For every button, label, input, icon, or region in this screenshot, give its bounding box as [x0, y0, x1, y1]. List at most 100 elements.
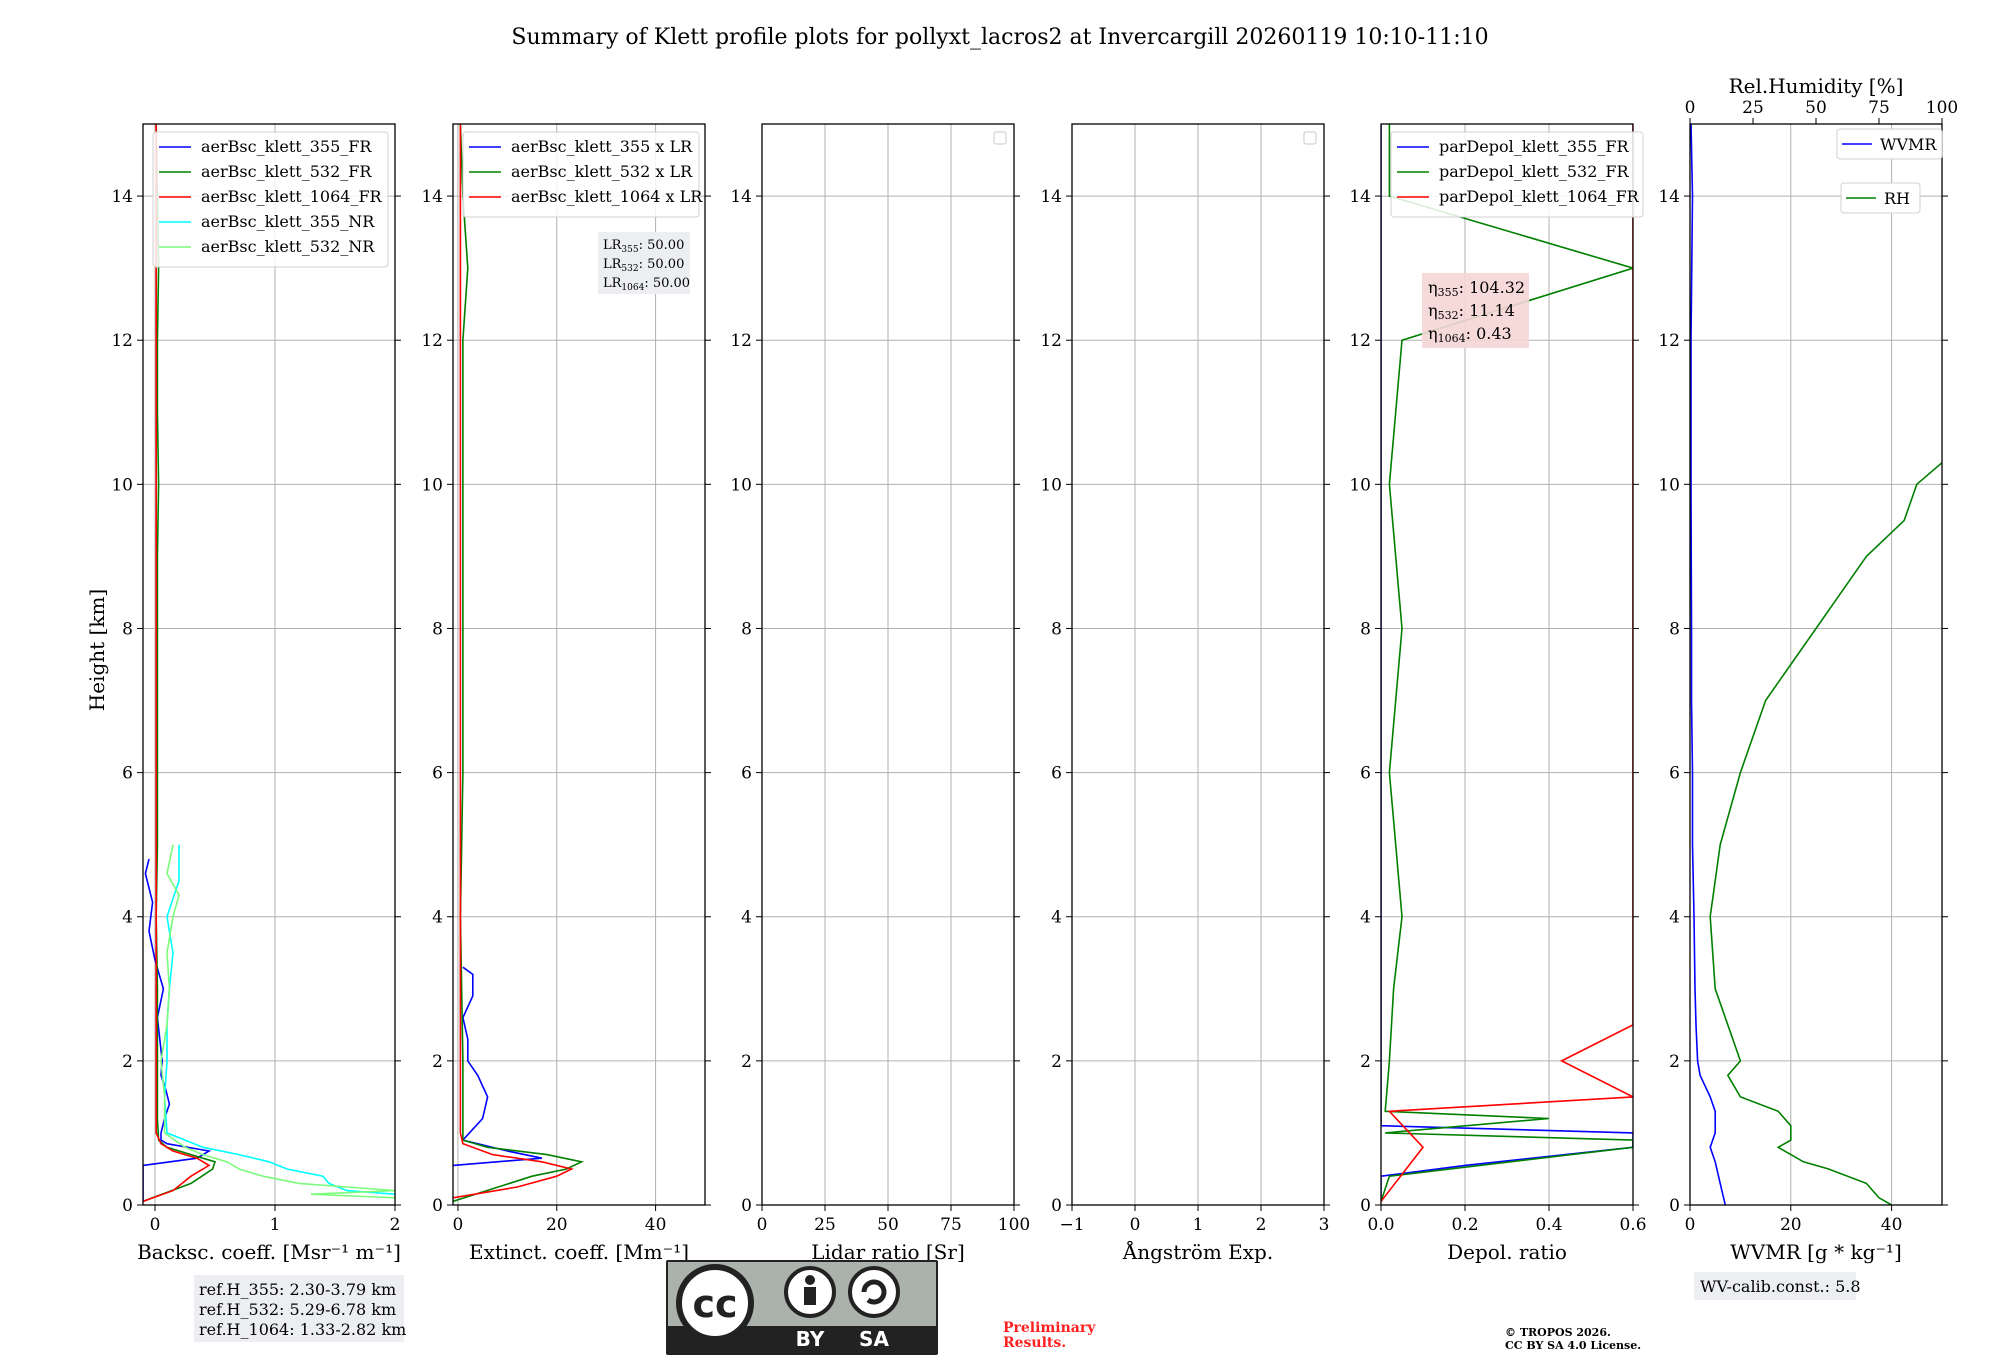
- series-aerBsc_klett_355_NR: [163, 844, 395, 1195]
- top-x-tick-label: 75: [1868, 98, 1890, 118]
- top-x-tick-label: 100: [1926, 98, 1958, 118]
- annotation-line: η532: 11.14: [1428, 301, 1515, 322]
- y-tick-label: 14: [111, 187, 133, 207]
- x-tick-label: 3: [1319, 1215, 1330, 1235]
- legend-label: aerBsc_klett_355 x LR: [511, 137, 693, 156]
- y-tick-label: 10: [111, 475, 133, 495]
- x-tick-label: 1: [270, 1215, 281, 1235]
- panel-wv: 0 20 40 0 2 4 6 8 10 12 14 WVMR [g * kg⁻¹] 0 25 50 75 10…: [1658, 74, 1958, 1300]
- y-tick-label: 12: [730, 331, 752, 351]
- series-aerBsc_klett_532_NR: [160, 844, 395, 1199]
- y-tick-label: 6: [1669, 764, 1680, 784]
- y-tick-label: 4: [432, 908, 443, 928]
- x-tick-label: 50: [877, 1215, 899, 1235]
- x-axis-label: Depol. ratio: [1447, 1240, 1567, 1264]
- y-tick-label: 0: [741, 1196, 752, 1216]
- sa-icon: [848, 1266, 900, 1318]
- y-tick-label: 0: [432, 1196, 443, 1216]
- empty-legend: [993, 131, 1007, 145]
- panel-ext: 0 20 40 0 2 4 6 8 10 12 14 Extinct. coeff. [Mm⁻¹] ae…: [421, 123, 711, 1264]
- cc-text: cc: [692, 1282, 737, 1326]
- x-tick-label: 0: [150, 1215, 161, 1235]
- series-RH: [1709, 462, 1942, 1205]
- legend-box: [462, 131, 700, 218]
- legend-label: aerBsc_klett_1064_FR: [201, 187, 383, 206]
- y-tick-label: 14: [1349, 187, 1371, 207]
- panel-depol: 0.0 0.2 0.4 0.6 0 2 4 6 8 10 12 14 Depol. ratio parDe…: [1349, 123, 1647, 1264]
- y-tick-label: 4: [741, 908, 752, 928]
- y-tick-label: 10: [421, 475, 443, 495]
- annotation-line: η355: 104.32: [1428, 278, 1525, 299]
- series-aerBsc_klett_355 x LR: [453, 966, 543, 1167]
- series-WVMR: [1690, 124, 1727, 1205]
- ref-height-line: ref.H_532: 5.29-6.78 km: [199, 1300, 396, 1319]
- legend-label: parDepol_klett_1064_FR: [1439, 187, 1640, 206]
- x-tick-label: −1: [1059, 1215, 1084, 1235]
- y-tick-label: 8: [1669, 619, 1680, 639]
- y-tick-label: 8: [432, 619, 443, 639]
- x-tick-label: 0.6: [1619, 1215, 1646, 1235]
- legend-label: aerBsc_klett_1064 x LR: [511, 187, 703, 206]
- x-tick-label: 100: [998, 1215, 1030, 1235]
- y-tick-label: 0: [1669, 1196, 1680, 1216]
- y-tick-label: 14: [421, 187, 443, 207]
- legend-label: aerBsc_klett_355_FR: [201, 137, 372, 156]
- x-tick-label: 75: [940, 1215, 962, 1235]
- y-tick-label: 6: [1360, 764, 1371, 784]
- y-tick-label: 10: [1040, 475, 1062, 495]
- y-tick-label: 10: [730, 475, 752, 495]
- annotation-line: LR1064: 50.00: [603, 276, 690, 293]
- y-tick-label: 12: [111, 331, 133, 351]
- y-tick-label: 12: [421, 331, 443, 351]
- ref-height-box: [194, 1275, 404, 1342]
- y-tick-label: 6: [432, 764, 443, 784]
- plot-frame: [1689, 123, 1943, 1206]
- y-tick-label: 14: [1040, 187, 1062, 207]
- y-tick-label: 4: [122, 908, 133, 928]
- lr-box: [598, 232, 690, 294]
- y-tick-label: 6: [1051, 764, 1062, 784]
- preliminary-line-1: Preliminary: [1003, 1320, 1096, 1336]
- top-axis-label: Rel.Humidity [%]: [1729, 74, 1904, 98]
- y-tick-label: 0: [1360, 1196, 1371, 1216]
- x-tick-label: 40: [645, 1215, 667, 1235]
- copyright-line-1: © TROPOS 2026.: [1505, 1326, 1611, 1339]
- y-tick-label: 10: [1658, 475, 1680, 495]
- x-tick-label: 0: [453, 1215, 464, 1235]
- chart-title: Summary of Klett profile plots for polly…: [511, 25, 1488, 50]
- wv-calib-text: WV-calib.const.: 5.8: [1700, 1277, 1861, 1296]
- y-tick-label: 2: [1360, 1052, 1371, 1072]
- eta-box: [1422, 273, 1529, 348]
- x-tick-label: 0.4: [1535, 1215, 1562, 1235]
- top-x-tick-label: 0: [1685, 98, 1696, 118]
- y-tick-label: 2: [432, 1052, 443, 1072]
- plot-frame: [1380, 123, 1634, 1206]
- legend-label: RH: [1884, 189, 1910, 208]
- x-axis-label: WVMR [g * kg⁻¹]: [1730, 1240, 1902, 1264]
- x-tick-label: 1: [1193, 1215, 1204, 1235]
- y-tick-label: 6: [741, 764, 752, 784]
- y-tick-label: 2: [741, 1052, 752, 1072]
- ref-height-line: ref.H_1064: 1.33-2.82 km: [199, 1320, 406, 1339]
- legend-box: [1390, 131, 1644, 218]
- x-tick-label: 0: [1130, 1215, 1141, 1235]
- x-tick-label: 25: [814, 1215, 836, 1235]
- y-tick-label: 8: [122, 619, 133, 639]
- legend-label: aerBsc_klett_355_NR: [201, 212, 375, 231]
- x-tick-label: 2: [1256, 1215, 1267, 1235]
- x-tick-label: 0: [1685, 1215, 1696, 1235]
- annotation-line: η1064: 0.43: [1428, 324, 1512, 345]
- empty-legend: [1303, 131, 1317, 145]
- y-tick-label: 14: [1658, 187, 1680, 207]
- legend-box: [152, 131, 389, 268]
- x-tick-label: 20: [546, 1215, 568, 1235]
- y-tick-label: 6: [122, 764, 133, 784]
- legend-box: [1836, 128, 1943, 160]
- legend-label: aerBsc_klett_532_FR: [201, 162, 372, 181]
- series-aerBsc_klett_532_FR: [143, 124, 217, 1203]
- y-tick-label: 8: [1360, 619, 1371, 639]
- x-tick-label: 0.2: [1451, 1215, 1478, 1235]
- top-x-tick-label: 50: [1805, 98, 1827, 118]
